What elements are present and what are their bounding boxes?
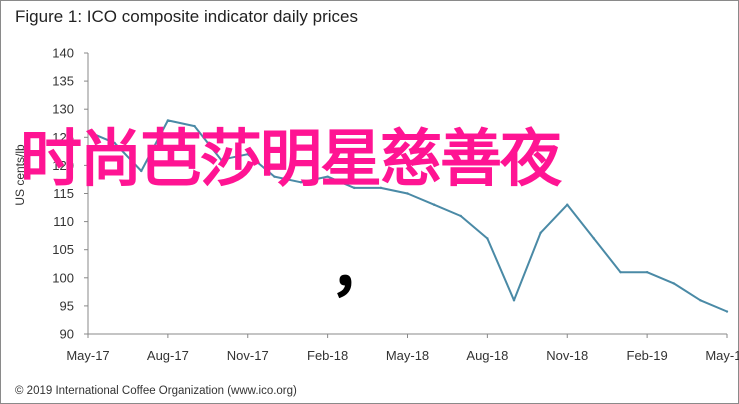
data-point (645, 270, 649, 274)
x-tick-label: Aug-17 (147, 348, 189, 363)
y-tick-label: 105 (52, 242, 74, 257)
data-point (512, 299, 516, 302)
y-tick-label: 135 (52, 74, 74, 89)
data-point (619, 270, 622, 274)
data-point (326, 175, 329, 178)
data-point (353, 186, 356, 190)
data-point (193, 124, 196, 128)
data-point (592, 237, 596, 240)
x-tick-label: Nov-17 (227, 348, 269, 363)
data-point (379, 186, 383, 190)
data-point (140, 169, 143, 173)
data-point (299, 181, 303, 184)
data-point (273, 175, 276, 178)
y-tick-labels: 90 95 100 105 110 115 120 125 130 135 140 (52, 46, 74, 342)
data-point (406, 192, 409, 195)
series-group (86, 119, 729, 313)
chart-axes (84, 52, 728, 338)
data-point (566, 203, 569, 206)
data-point (86, 130, 90, 133)
overlay-text: 时尚芭莎明星慈善夜 (20, 122, 562, 195)
y-tick-label: 120 (52, 158, 74, 173)
overlay-comma: ， (330, 232, 393, 305)
x-tick-label: Aug-18 (466, 348, 508, 363)
data-point (486, 237, 489, 240)
y-tick-label: 140 (52, 46, 74, 61)
data-point (219, 158, 223, 161)
data-point (166, 119, 170, 122)
data-point (432, 203, 436, 206)
chart-title: Figure 1: ICO composite indicator daily … (15, 7, 358, 26)
y-tick-label: 115 (53, 186, 74, 201)
y-tick-label: 110 (53, 214, 74, 229)
x-tick-label: Nov-18 (546, 348, 588, 363)
y-tick-label: 130 (52, 102, 74, 117)
data-point (725, 310, 729, 313)
y-tick-label: 95 (60, 298, 74, 313)
y-axis-label: US cents/lb (13, 144, 27, 206)
copyright-note: © 2019 International Coffee Organization… (15, 385, 297, 397)
x-tick-labels: May-17 Aug-17 Nov-17 Feb-18 May-18 Aug-18 Nov-… (66, 348, 739, 363)
x-tick-label: May-18 (386, 348, 429, 363)
data-point (113, 141, 116, 145)
x-tick-label: May-19 (705, 348, 739, 363)
y-tick-label: 90 (60, 327, 74, 342)
data-point (699, 299, 702, 302)
x-tick-label: Feb-19 (627, 348, 668, 363)
data-point (459, 214, 462, 218)
y-tick-label: 100 (52, 270, 74, 285)
x-tick-label: Feb-18 (307, 348, 348, 363)
data-point (246, 152, 249, 156)
y-tick-label: 125 (52, 130, 74, 145)
data-point (672, 282, 675, 285)
x-tick-label: May-17 (66, 348, 109, 363)
data-point (539, 231, 542, 235)
